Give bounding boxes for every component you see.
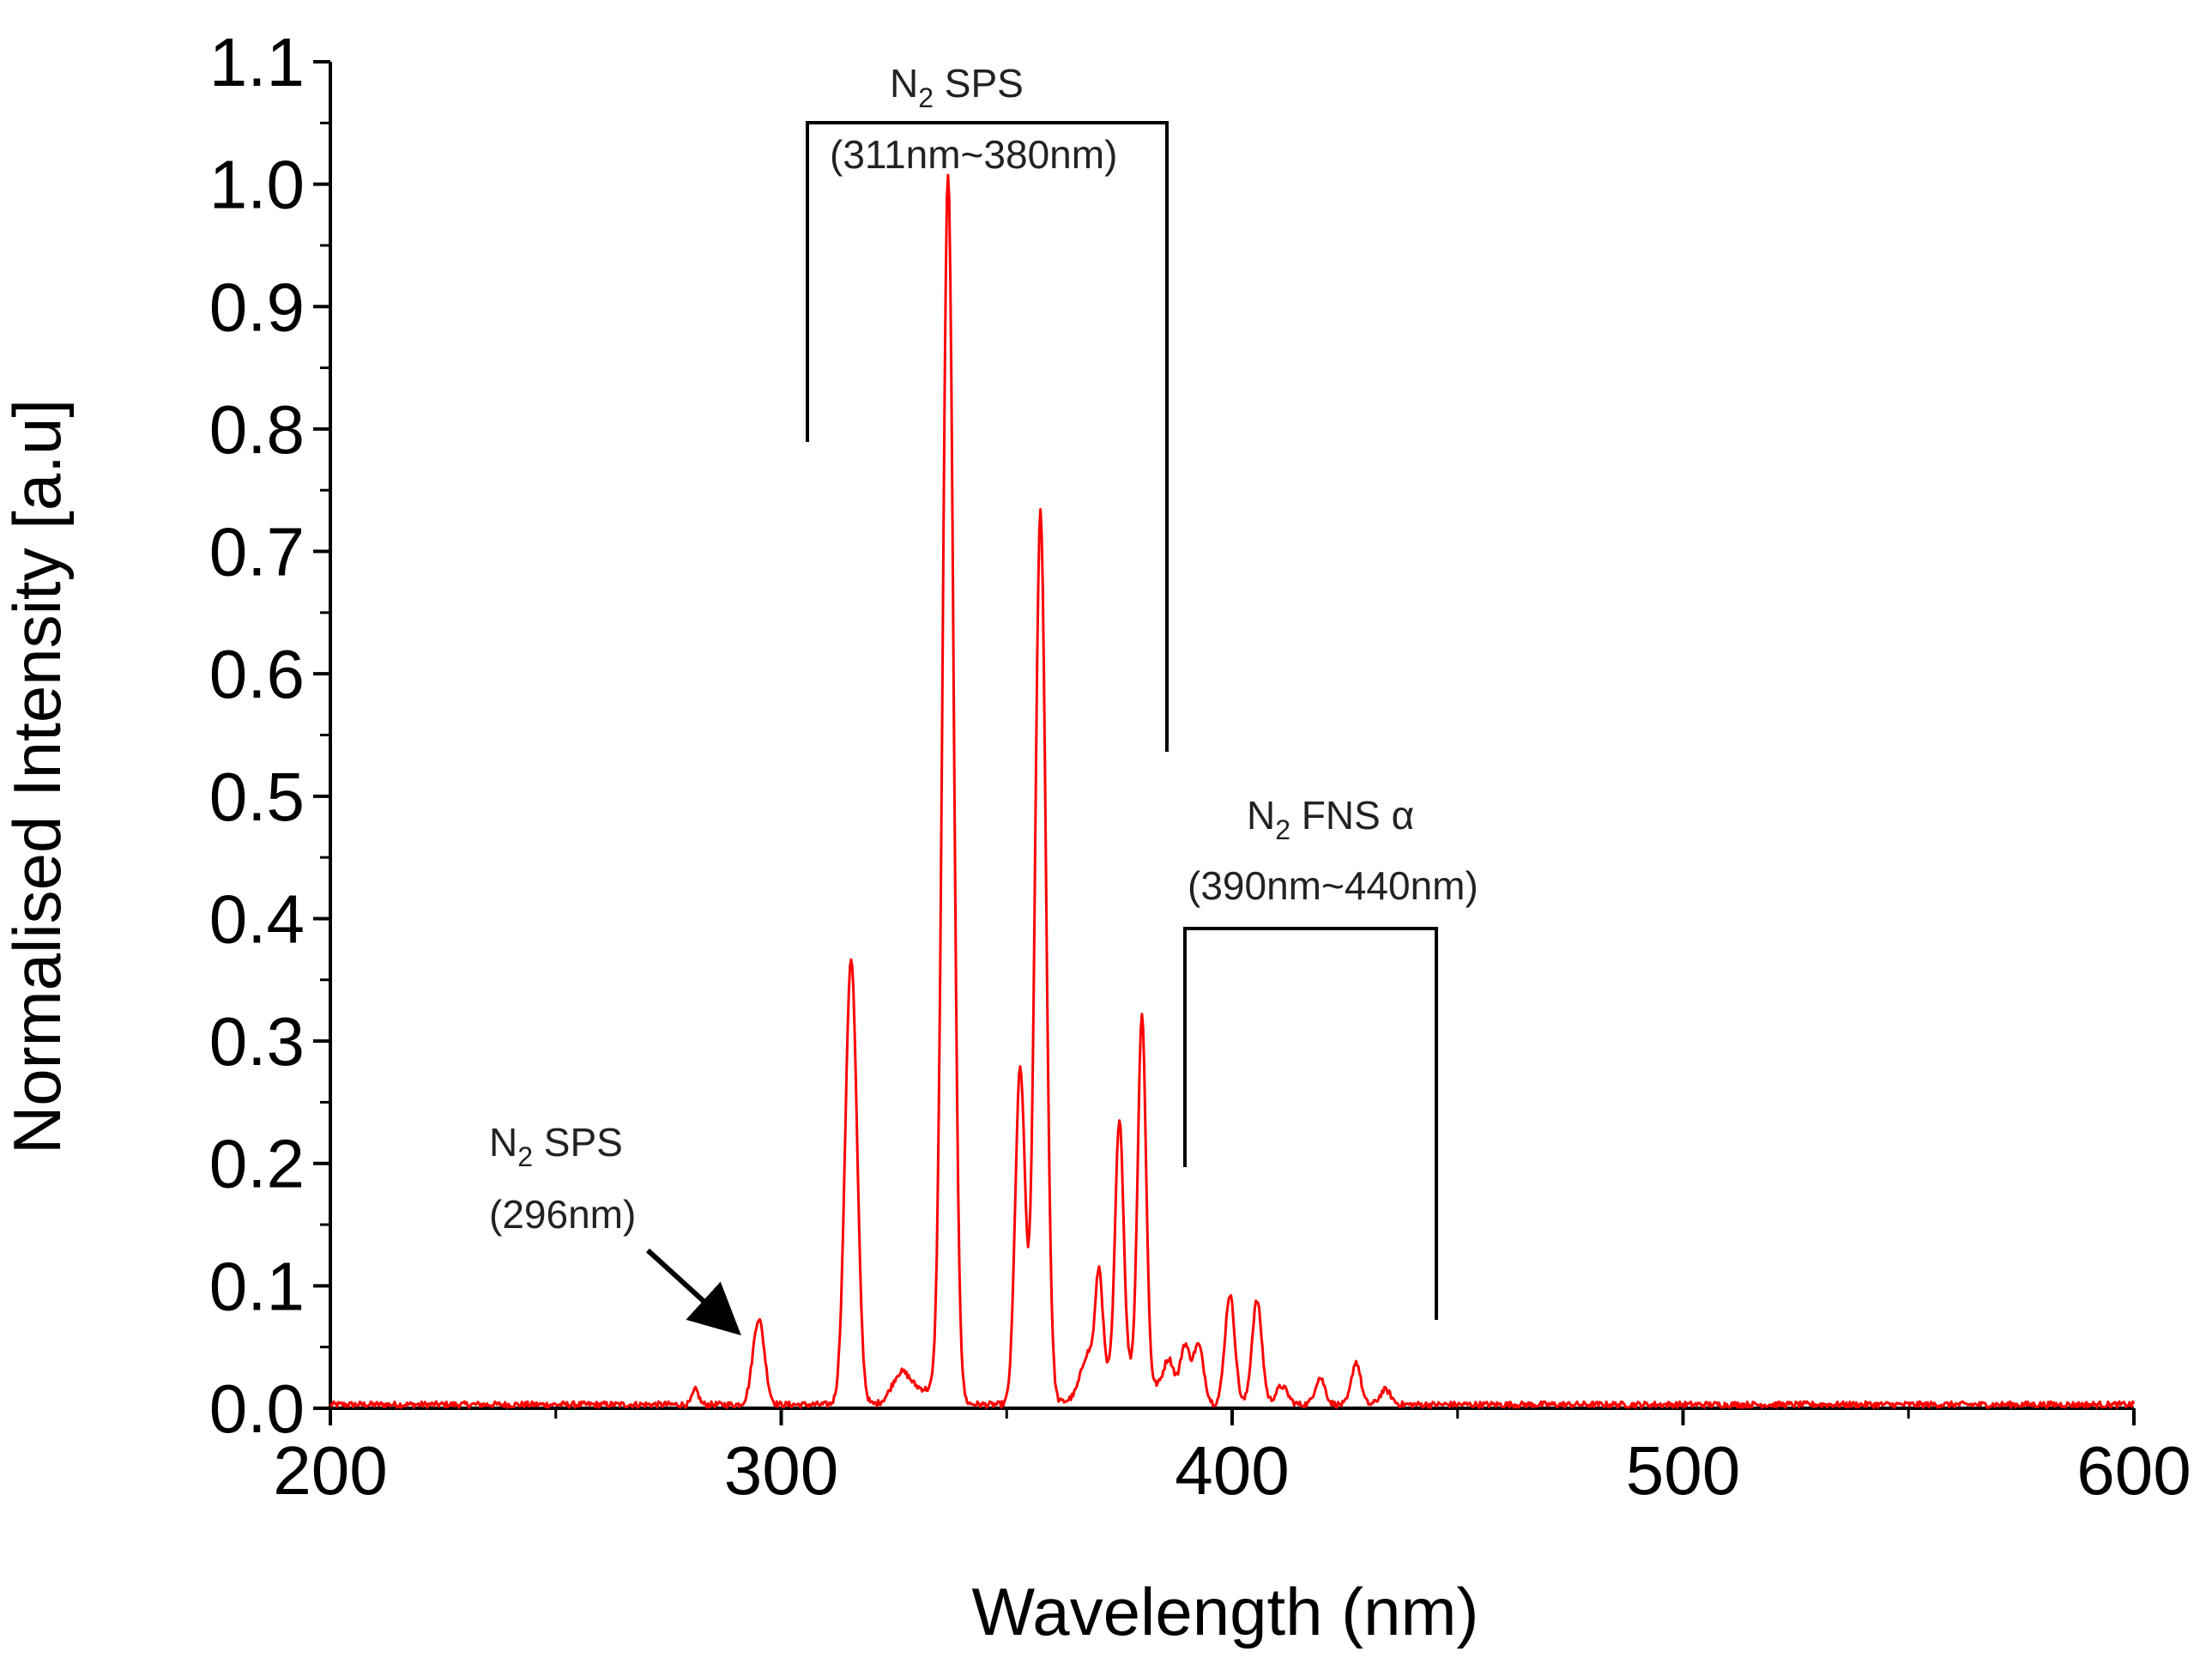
y-tick-label: 0.9 — [209, 269, 305, 345]
y-tick-label: 0.6 — [209, 636, 305, 712]
annotation-sps-main-rest: SPS — [934, 61, 1024, 106]
y-axis-title: Normalised Intensity [a.u] — [0, 399, 75, 1154]
bracket-sps-main — [806, 121, 1169, 752]
y-tick-label: 0.4 — [209, 880, 305, 957]
x-tick-label: 300 — [724, 1432, 838, 1509]
annotation-sps-296-rest: SPS — [533, 1120, 623, 1165]
annotation-fns-range: (390nm~440nm) — [1188, 863, 1478, 908]
y-tick-label: 0.0 — [209, 1370, 305, 1447]
annotation-fns-label: N2 FNS α — [1247, 793, 1414, 845]
y-tick-label: 0.1 — [209, 1248, 305, 1324]
x-axis-title: Wavelength (nm) — [972, 1574, 1479, 1649]
annotation-sps-296-label: N2 SPS — [489, 1120, 623, 1172]
tick-labels: 200 300 400 500 600 0.0 0.1 0.2 0.3 0.4 0.5 0.6 0.7 0… — [209, 24, 2191, 1509]
y-tick-label: 0.3 — [209, 1003, 305, 1080]
annotation-sps-main-n: N — [890, 61, 918, 106]
series — [329, 173, 2136, 1409]
x-tick-label: 500 — [1626, 1432, 1740, 1509]
annotation-sps-main-sub: 2 — [918, 82, 934, 113]
x-tick-label: 600 — [2076, 1432, 2191, 1509]
annotation-sps-296-range: (296nm) — [489, 1192, 636, 1237]
y-tick-label: 0.2 — [209, 1126, 305, 1202]
y-tick-label: 0.8 — [209, 391, 305, 468]
annotation-sps-296-arrow — [645, 1248, 741, 1336]
x-tick-label: 400 — [1175, 1432, 1289, 1509]
annotation-fns-n: N — [1247, 793, 1275, 838]
y-tick-label: 1.0 — [209, 147, 305, 223]
annotation-fns-sub: 2 — [1275, 814, 1290, 845]
bracket-fns — [1183, 927, 1438, 1320]
tick-marks — [313, 60, 2136, 1425]
annotation-sps-296: N2 SPS (296nm) — [489, 1120, 741, 1336]
annotation-sps-296-sub: 2 — [517, 1141, 533, 1172]
annotation-fns: N2 FNS α (390nm~440nm) — [1183, 793, 1478, 1320]
annotation-fns-rest: FNS α — [1290, 793, 1414, 838]
y-tick-label: 1.1 — [209, 24, 305, 100]
annotation-sps-main: N2 SPS (311nm~380nm) — [806, 61, 1169, 752]
annotation-sps-main-range: (311nm~380nm) — [830, 132, 1117, 177]
y-tick-label: 0.5 — [209, 759, 305, 835]
y-tick-label: 0.7 — [209, 514, 305, 590]
series-line-emission-spectrum — [329, 173, 2136, 1409]
x-tick-label: 200 — [273, 1432, 387, 1509]
annotation-sps-main-label: N2 SPS — [890, 61, 1024, 113]
annotation-sps-296-n: N — [489, 1120, 517, 1165]
